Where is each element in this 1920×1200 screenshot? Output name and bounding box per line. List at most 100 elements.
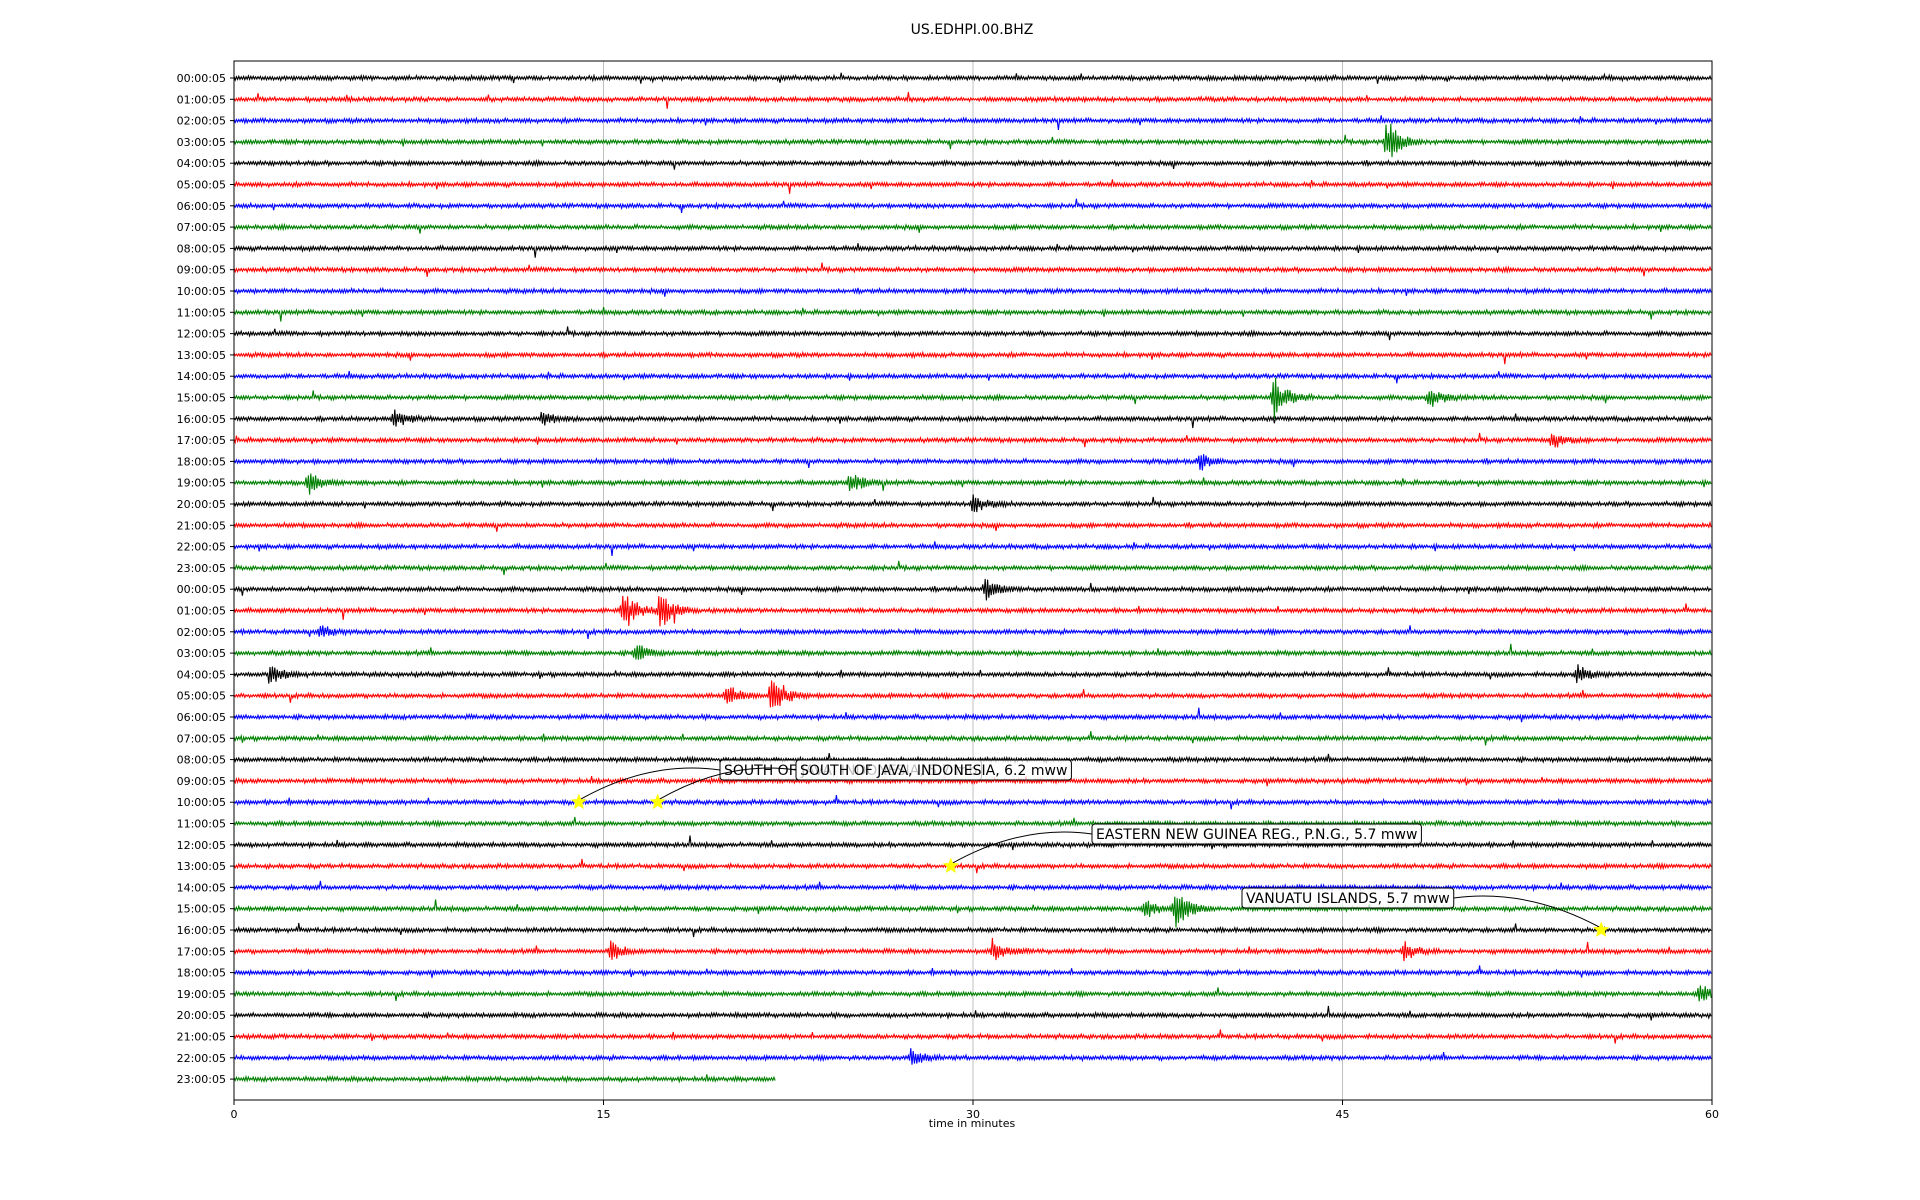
row-time-label: 16:00:05 — [177, 413, 226, 426]
row-time-label: 22:00:05 — [177, 1052, 226, 1065]
x-tick-label: 30 — [966, 1108, 980, 1121]
event-annotations: SOUTH OF JAVA, INDONESIA, 5.7 mbSOUTH OF… — [570, 759, 1610, 938]
trace-row — [233, 115, 1712, 130]
row-time-label: 08:00:05 — [177, 242, 226, 255]
trace-row — [233, 179, 1712, 194]
row-time-label: 04:00:05 — [177, 668, 226, 681]
event-label: VANUATU ISLANDS, 5.7 mww — [1246, 891, 1450, 907]
x-tick-label: 15 — [597, 1108, 611, 1121]
x-tick-label: 45 — [1336, 1108, 1350, 1121]
row-time-label: 15:00:05 — [177, 392, 226, 405]
row-time-label: 21:00:05 — [177, 1031, 226, 1044]
row-time-label: 09:00:05 — [177, 775, 226, 788]
row-time-label: 08:00:05 — [177, 754, 226, 767]
trace-row — [233, 520, 1712, 532]
chart-title: US.EDHPI.00.BHZ — [911, 22, 1034, 38]
row-time-label: 23:00:05 — [177, 562, 226, 575]
trace-row — [233, 307, 1712, 322]
event-star-marker — [570, 793, 588, 810]
trace-row — [233, 643, 1712, 660]
event-star-marker — [1592, 921, 1610, 938]
row-time-label: 19:00:05 — [177, 988, 226, 1001]
trace-row — [233, 578, 1712, 601]
trace-row — [233, 541, 1712, 556]
trace-row — [233, 123, 1712, 158]
trace-row — [233, 835, 1712, 851]
row-time-label: 06:00:05 — [177, 200, 226, 213]
row-time-label: 04:00:05 — [177, 157, 226, 170]
trace-row — [233, 262, 1712, 277]
trace-row — [233, 72, 1712, 84]
row-time-label: 05:00:05 — [177, 690, 226, 703]
row-time-label: 01:00:05 — [177, 605, 226, 618]
row-time-label: 17:00:05 — [177, 945, 226, 958]
trace-row — [233, 1005, 1712, 1021]
row-time-label: 19:00:05 — [177, 477, 226, 490]
row-time-label: 18:00:05 — [177, 967, 226, 980]
row-time-label: 15:00:05 — [177, 903, 226, 916]
trace-row — [233, 680, 1712, 708]
trace-row — [233, 473, 1712, 495]
trace-row — [233, 771, 1712, 787]
event-connector — [657, 767, 797, 801]
row-time-label: 12:00:05 — [177, 839, 226, 852]
event-star-marker — [942, 857, 960, 874]
trace-row — [233, 91, 1712, 109]
row-time-label: 14:00:05 — [177, 881, 226, 894]
row-time-label: 03:00:05 — [177, 136, 226, 149]
trace-row — [233, 880, 1712, 893]
row-time-label: 21:00:05 — [177, 519, 226, 532]
trace-row — [233, 377, 1712, 419]
trace-row — [233, 707, 1712, 723]
row-labels: 00:00:05 01:00:05 02:00:05 03:00:05 04:00:05… — [177, 72, 234, 1086]
trace-row — [233, 454, 1712, 471]
row-time-label: 00:00:05 — [177, 583, 226, 596]
row-time-label: 17:00:05 — [177, 434, 226, 447]
trace-row — [233, 595, 1712, 627]
row-time-label: 22:00:05 — [177, 541, 226, 554]
trace-row — [233, 370, 1712, 384]
trace-row — [233, 158, 1712, 170]
event-connector — [1453, 895, 1602, 929]
trace-row — [233, 198, 1712, 213]
trace-row — [233, 560, 1712, 576]
event-annotation: VANUATU ISLANDS, 5.7 mww — [1241, 887, 1610, 938]
trace-row — [233, 286, 1712, 297]
traces — [233, 72, 1712, 1084]
row-time-label: 10:00:05 — [177, 285, 226, 298]
event-label: SOUTH OF JAVA, INDONESIA, 6.2 mww — [800, 763, 1067, 779]
event-star-marker — [649, 793, 666, 810]
row-time-label: 00:00:05 — [177, 72, 226, 85]
trace-row — [233, 222, 1712, 234]
row-time-label: 23:00:05 — [177, 1073, 226, 1086]
trace-row — [233, 432, 1712, 448]
row-time-label: 02:00:05 — [177, 115, 226, 128]
trace-row — [233, 816, 1712, 829]
x-tick-label: 60 — [1705, 1108, 1719, 1121]
trace-row — [233, 625, 1712, 639]
row-time-label: 13:00:05 — [177, 349, 226, 362]
trace-row — [233, 985, 1712, 1002]
event-label: EASTERN NEW GUINEA REG., P.N.G., 5.7 mww — [1096, 827, 1417, 843]
trace-row — [233, 795, 1712, 810]
row-time-label: 06:00:05 — [177, 711, 226, 724]
row-time-label: 07:00:05 — [177, 221, 226, 234]
row-time-label: 02:00:05 — [177, 626, 226, 639]
row-time-label: 20:00:05 — [177, 498, 226, 511]
trace-row — [233, 1029, 1712, 1044]
x-tick-label: 0 — [231, 1108, 238, 1121]
trace-row — [233, 1048, 1712, 1065]
event-annotation: EASTERN NEW GUINEA REG., P.N.G., 5.7 mww — [942, 823, 1422, 874]
row-time-label: 11:00:05 — [177, 818, 226, 831]
event-connector — [578, 767, 721, 801]
trace-row — [233, 965, 1712, 978]
event-connector — [950, 831, 1093, 865]
trace-row — [233, 922, 1712, 938]
row-time-label: 12:00:05 — [177, 328, 226, 341]
row-time-label: 16:00:05 — [177, 924, 226, 937]
row-time-label: 13:00:05 — [177, 860, 226, 873]
row-time-label: 05:00:05 — [177, 179, 226, 192]
row-time-label: 07:00:05 — [177, 732, 226, 745]
row-time-label: 14:00:05 — [177, 370, 226, 383]
